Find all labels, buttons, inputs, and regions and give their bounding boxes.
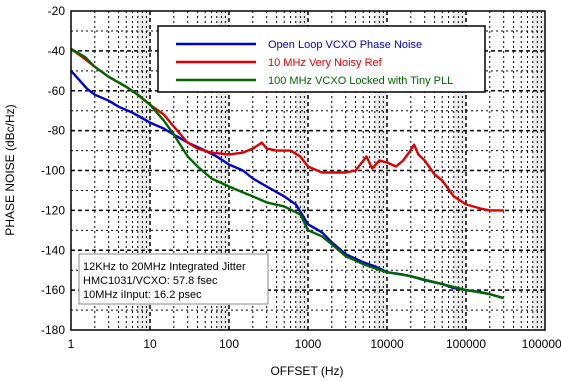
x-tick-label: 10 xyxy=(143,337,157,351)
legend: Open Loop VCXO Phase Noise 10 MHz Very No… xyxy=(157,25,486,93)
jitter-annotation: 12KHz to 20MHz Integrated Jitter HMC1031/… xyxy=(78,253,269,305)
legend-label-3: 100 MHz VCXO Locked with Tiny PLL xyxy=(268,75,453,87)
series-lines xyxy=(70,47,505,300)
y-tick-labels: -20 -40 -60 -80 -100 -120 -140 -160 -180 xyxy=(41,4,65,337)
annotation-line-1: 12KHz to 20MHz Integrated Jitter xyxy=(83,261,246,273)
x-tick-label: 1000 xyxy=(295,337,322,351)
y-tick-label: -20 xyxy=(48,4,66,18)
y-tick-label: -160 xyxy=(41,283,65,297)
y-tick-label: -100 xyxy=(41,164,65,178)
y-tick-label: -40 xyxy=(48,44,66,58)
x-axis-label: OFFSET (Hz) xyxy=(270,364,343,378)
y-axis-label: PHASE NOISE (dBc/Hz) xyxy=(3,104,17,235)
y-tick-label: -80 xyxy=(48,124,66,138)
legend-label-1: Open Loop VCXO Phase Noise xyxy=(268,39,422,51)
series-line-3 xyxy=(70,47,505,300)
y-tick-label: -180 xyxy=(41,323,65,337)
x-tick-label: 1 xyxy=(68,337,75,351)
x-tick-labels: 1 10 100 1000 10000 100000 1000000 xyxy=(68,337,561,351)
legend-box xyxy=(157,25,486,93)
annotation-line-3: 10MHz iInput: 16.2 psec xyxy=(83,289,202,301)
y-tick-label: -60 xyxy=(48,84,66,98)
x-tick-label: 100000 xyxy=(446,337,486,351)
annotation-line-2: HMC1031/VCXO: 57.8 fsec xyxy=(83,275,218,287)
plot-frame xyxy=(70,10,546,331)
y-tick-label: -120 xyxy=(41,203,65,217)
series-line-2 xyxy=(70,47,504,212)
y-tick-label: -140 xyxy=(41,243,65,257)
annotation-box xyxy=(78,253,269,305)
x-tick-label: 10000 xyxy=(370,337,404,351)
x-tick-label: 1000000 xyxy=(522,337,561,351)
x-tick-label: 100 xyxy=(219,337,239,351)
legend-label-2: 10 MHz Very Noisy Ref xyxy=(268,57,383,69)
